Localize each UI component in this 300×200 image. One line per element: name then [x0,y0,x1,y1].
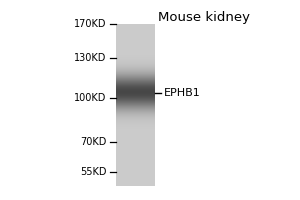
Text: EPHB1: EPHB1 [164,88,200,98]
Text: 130KD: 130KD [74,53,106,63]
Text: 70KD: 70KD [80,137,106,147]
Text: 170KD: 170KD [74,19,106,29]
Text: 100KD: 100KD [74,93,106,103]
Text: 55KD: 55KD [80,167,106,177]
Text: Mouse kidney: Mouse kidney [158,11,250,24]
